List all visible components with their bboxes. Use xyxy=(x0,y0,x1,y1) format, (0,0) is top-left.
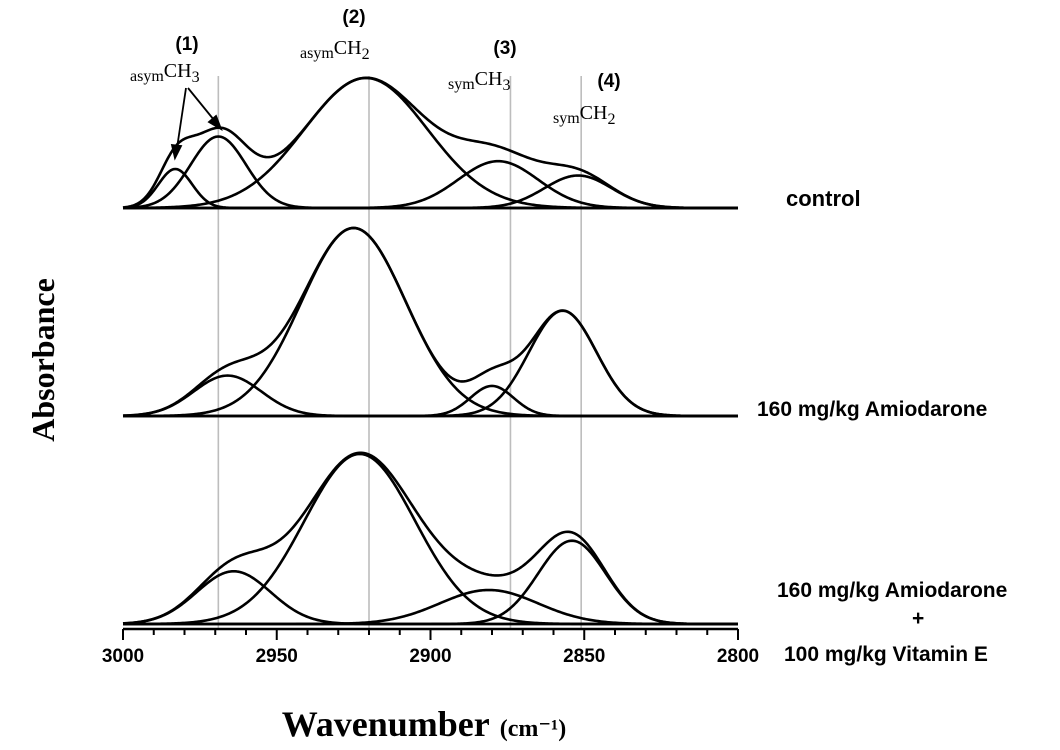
panel-label-combo-plus: + xyxy=(912,607,924,630)
x-axis-ticks: 3000 2950 2900 2850 2800 xyxy=(102,629,759,667)
peak-sub-4: 2 xyxy=(607,111,615,128)
panel-label-combo-line1: 160 mg/kg Amiodarone xyxy=(777,579,1007,602)
component-curve-3-2 xyxy=(123,452,738,626)
component-curve-2-2 xyxy=(123,226,738,418)
peak-sub-1: 3 xyxy=(192,69,200,86)
reference-lines xyxy=(217,76,582,629)
peak-sub-3: 3 xyxy=(502,77,510,94)
peak-number-3: (3) xyxy=(493,38,516,59)
peak-annotation-4: (4) symCH2 xyxy=(553,71,621,128)
peak-group-4: CH xyxy=(580,102,608,124)
peak-label-2: asymCH2 xyxy=(300,37,370,63)
spectra-curves xyxy=(122,76,738,626)
x-axis-title-unit: (cm⁻¹) xyxy=(500,716,567,742)
peak-number-2: (2) xyxy=(342,7,365,28)
component-curve-2-4 xyxy=(123,309,738,418)
peak-annotation-1: (1) asymCH3 xyxy=(130,34,223,161)
peak-annotation-3: (3) symCH3 xyxy=(448,38,517,94)
panel-label-control: control xyxy=(786,186,861,211)
peak-label-3: symCH3 xyxy=(448,68,510,94)
y-axis-title: Absorbance xyxy=(25,278,61,442)
peak-prefix-4: sym xyxy=(553,110,580,127)
peak-group-2: CH xyxy=(334,37,362,59)
x-tick-label: 2950 xyxy=(256,646,298,667)
panel-label-amiodarone: 160 mg/kg Amiodarone xyxy=(757,398,987,421)
peak-label-4: symCH2 xyxy=(553,102,615,128)
x-axis-title: Wavenumber (cm⁻¹) xyxy=(282,704,567,744)
component-curve-3-4 xyxy=(123,539,738,626)
peak-prefix-2: asym xyxy=(300,45,334,62)
x-tick-label: 2900 xyxy=(409,646,451,667)
envelope-curve-3 xyxy=(122,451,738,626)
x-tick-label: 2800 xyxy=(717,646,759,667)
peak-annotation-2: (2) asymCH2 xyxy=(300,7,370,63)
x-axis-title-text: Wavenumber xyxy=(282,704,490,744)
peak-group-1: CH xyxy=(164,60,192,82)
peak-number-4: (4) xyxy=(597,71,620,92)
envelope-curve-1 xyxy=(122,76,738,210)
x-tick-label: 3000 xyxy=(102,646,144,667)
peak-prefix-1: asym xyxy=(130,68,164,85)
peak-number-1: (1) xyxy=(175,34,198,55)
panel-label-combo-line2: 100 mg/kg Vitamin E xyxy=(784,643,988,666)
peak-prefix-3: sym xyxy=(448,76,475,93)
peak-arrows-1 xyxy=(170,87,223,161)
peak-label-1: asymCH3 xyxy=(130,60,200,86)
envelope-curve-2 xyxy=(122,226,738,418)
component-curve-1-3 xyxy=(122,76,738,210)
peak-sub-2: 2 xyxy=(362,46,370,63)
x-tick-label: 2850 xyxy=(563,646,605,667)
peak-group-3: CH xyxy=(475,68,503,90)
